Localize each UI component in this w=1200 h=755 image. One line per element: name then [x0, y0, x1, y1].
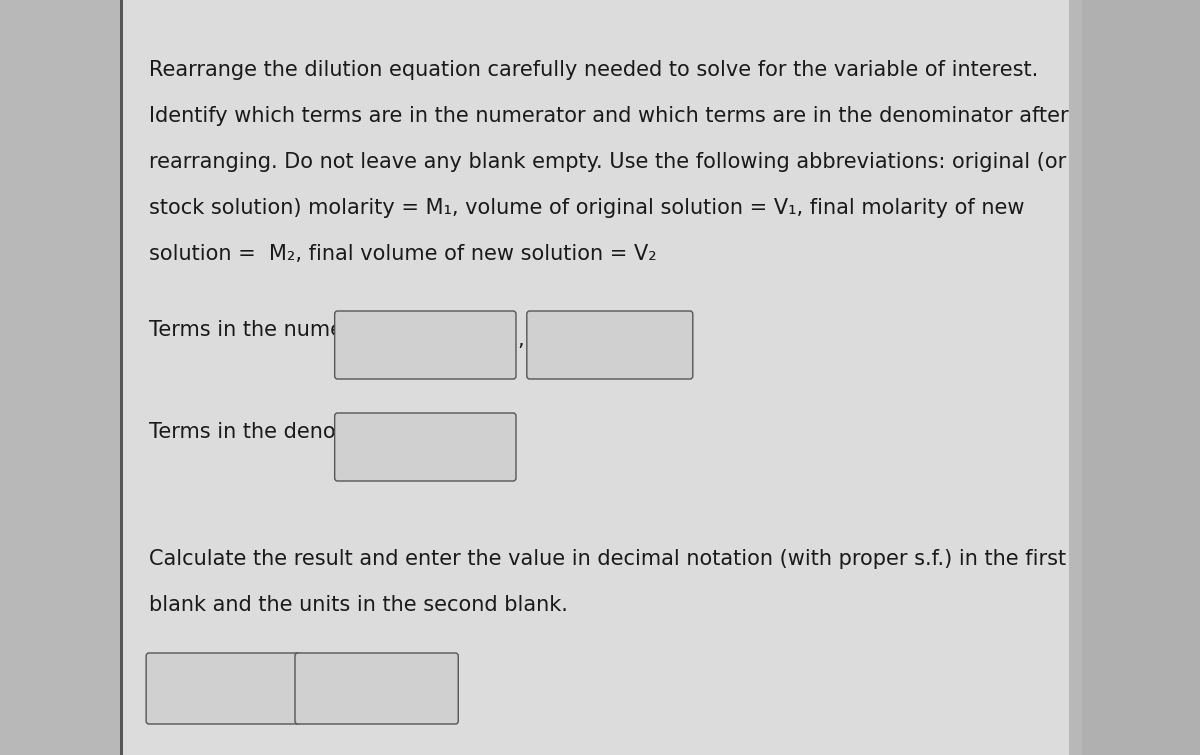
Text: blank and the units in the second blank.: blank and the units in the second blank.	[149, 595, 568, 615]
Text: ,: ,	[517, 330, 524, 350]
Bar	[120, 0, 122, 755]
Bar	[1069, 0, 1082, 755]
Text: stock solution) molarity = M₁, volume of original solution = V₁, final molarity : stock solution) molarity = M₁, volume of…	[149, 198, 1025, 218]
Text: Terms in the numerator:: Terms in the numerator:	[149, 320, 401, 340]
FancyBboxPatch shape	[295, 653, 458, 724]
FancyBboxPatch shape	[335, 311, 516, 379]
FancyBboxPatch shape	[527, 311, 692, 379]
Text: Terms in the denominator:: Terms in the denominator:	[149, 422, 424, 442]
Text: Calculate the result and enter the value in decimal notation (with proper s.f.) : Calculate the result and enter the value…	[149, 549, 1066, 569]
Text: rearranging. Do not leave any blank empty. Use the following abbreviations: orig: rearranging. Do not leave any blank empt…	[149, 152, 1066, 172]
Text: Rearrange the dilution equation carefully needed to solve for the variable of in: Rearrange the dilution equation carefull…	[149, 60, 1038, 80]
Text: solution =  M₂, final volume of new solution = V₂: solution = M₂, final volume of new solut…	[149, 244, 656, 264]
Text: Identify which terms are in the numerator and which terms are in the denominator: Identify which terms are in the numerato…	[149, 106, 1068, 126]
Bar	[122, 0, 1082, 755]
FancyBboxPatch shape	[335, 413, 516, 481]
Bar	[0, 0, 121, 755]
FancyBboxPatch shape	[146, 653, 300, 724]
